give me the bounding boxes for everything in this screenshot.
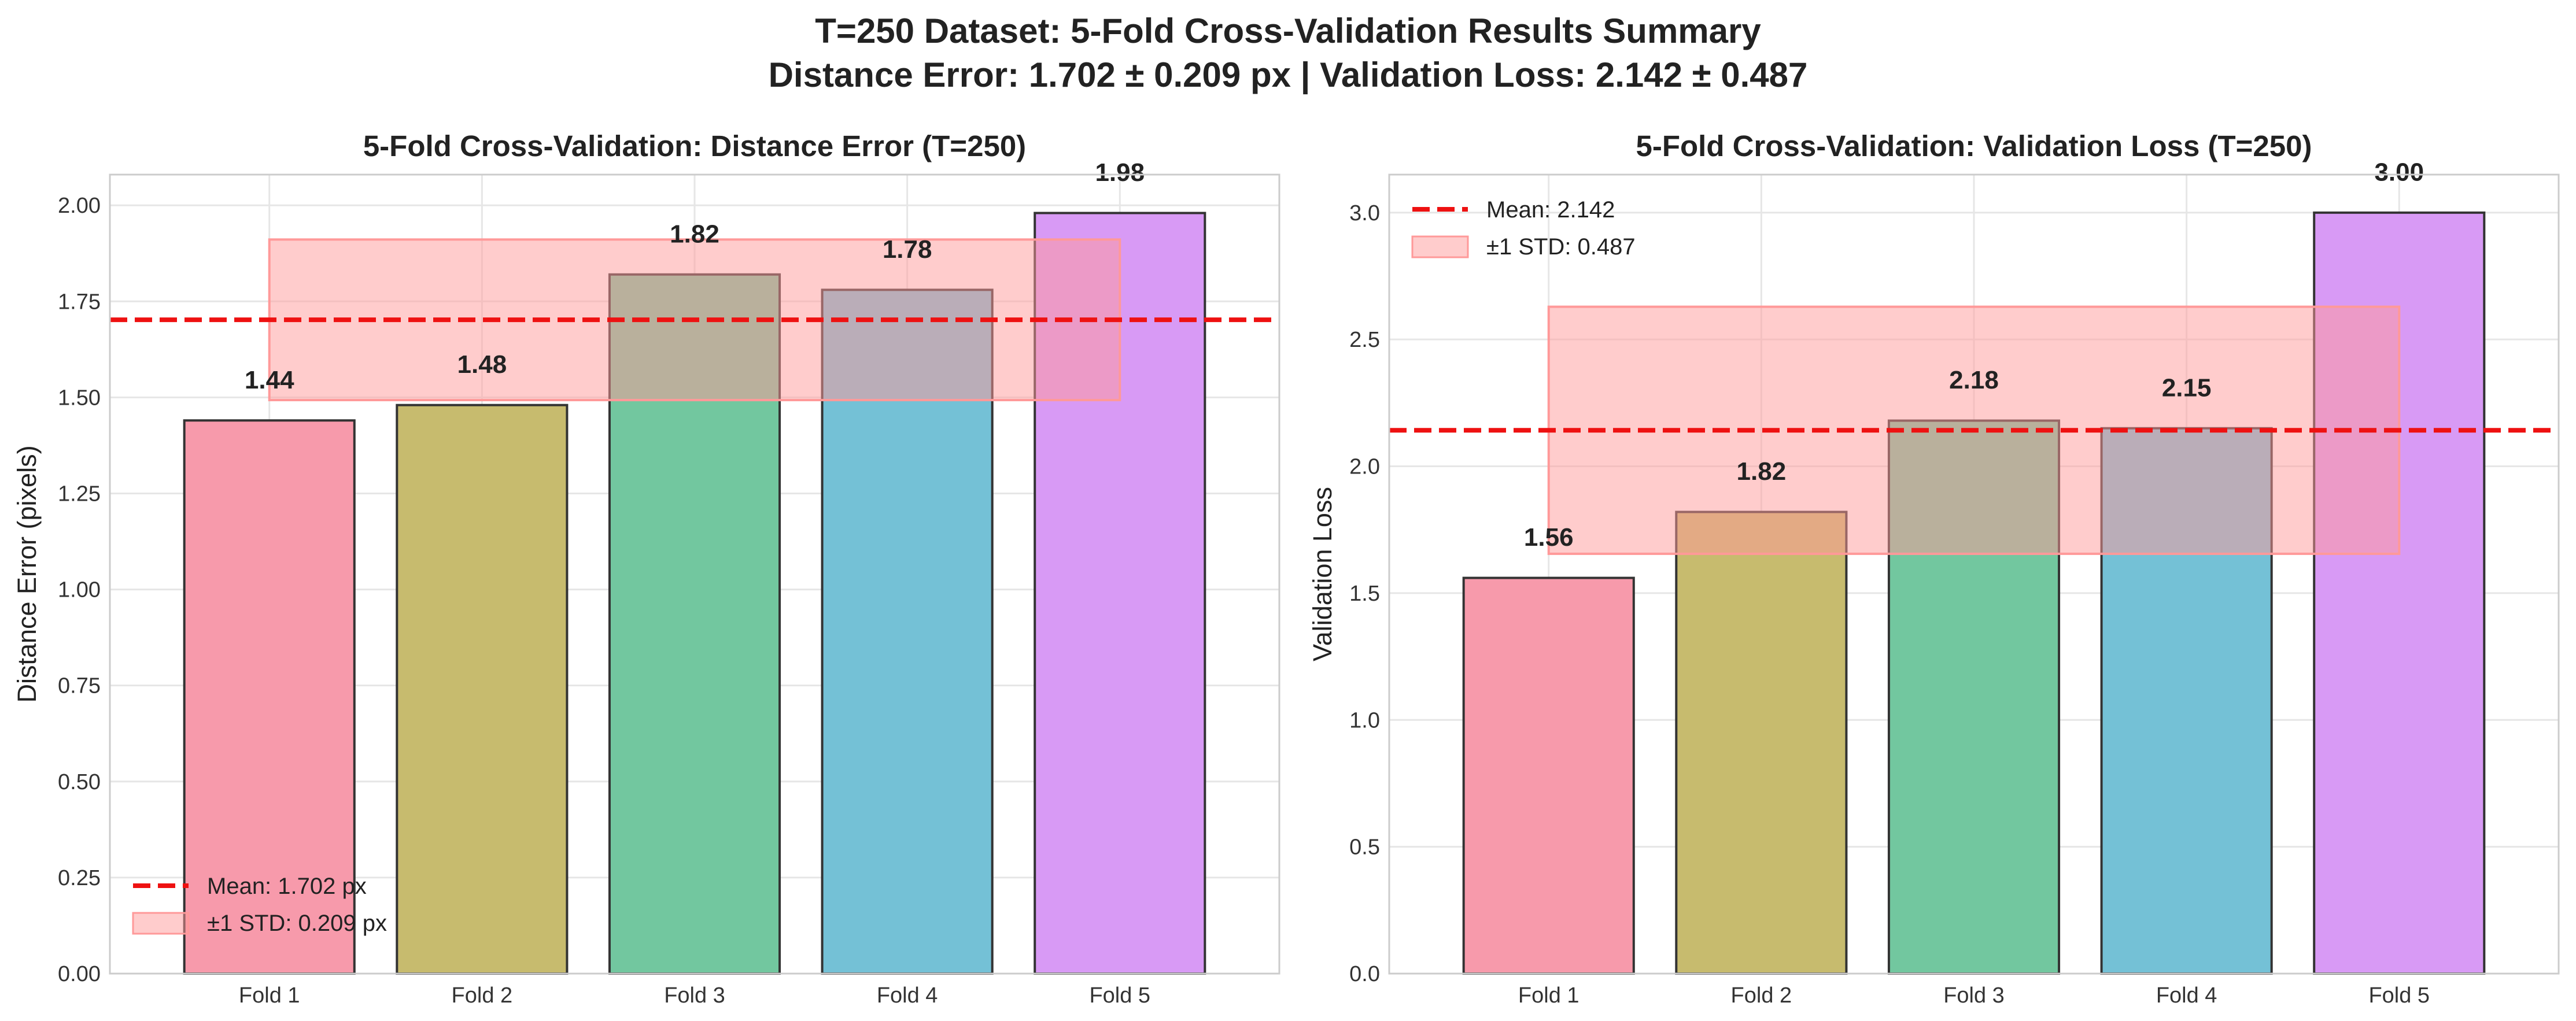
bar-fold-1 [183, 419, 356, 975]
bar-value-label: 1.48 [457, 350, 507, 379]
distance-error-chart: 1.44 1.48 1.82 1.78 1.98 0.00 0.25 0.50 0.75 1.00… [12, 130, 1280, 1008]
bar-fold-2 [1675, 510, 1848, 975]
legend-std-label: ±1 STD: 0.209 px [207, 911, 387, 936]
y-tick-label: 1.50 [58, 386, 101, 410]
figure-suptitle-line2: Distance Error: 1.702 ± 0.209 px | Valid… [769, 56, 1808, 95]
y-tick-label: 1.75 [58, 290, 101, 314]
bar-value-label: 1.44 [245, 366, 294, 394]
bar-value-label: 2.15 [2162, 373, 2212, 402]
chart-title: 5-Fold Cross-Validation: Validation Loss… [1636, 130, 2312, 162]
bar-fold-1 [1462, 576, 1635, 975]
y-axis-label: Validation Loss [1308, 487, 1337, 661]
y-tick-label: 1.5 [1349, 582, 1380, 606]
validation-loss-chart: 1.56 1.82 2.18 2.15 3.00 0.0 0.5 1.0 1.5 2.0 2.5 3.… [1308, 130, 2560, 1008]
y-tick-label: 0.50 [58, 770, 101, 794]
axes-frame [109, 173, 1280, 975]
bar-fold-4 [821, 288, 994, 975]
y-tick-label: 1.0 [1349, 708, 1380, 733]
bar-value-label: 3.00 [2374, 158, 2424, 186]
x-tick-label: Fold 1 [239, 983, 300, 1008]
legend: Mean: 2.142 ±1 STD: 0.487 [1411, 197, 1636, 260]
x-tick-label: Fold 2 [1731, 983, 1792, 1008]
x-tick-label: Fold 4 [877, 983, 938, 1008]
y-tick-label: 2.00 [58, 194, 101, 218]
legend-mean-label: Mean: 2.142 [1486, 197, 1615, 223]
x-tick-label: Fold 3 [664, 983, 725, 1008]
y-tick-label: 0.75 [58, 674, 101, 698]
bar-value-label: 1.98 [1095, 158, 1145, 187]
chart-title: 5-Fold Cross-Validation: Distance Error … [363, 130, 1026, 162]
y-tick-label: 0.25 [58, 866, 101, 890]
x-tick-label: Fold 1 [1518, 983, 1579, 1008]
x-tick-label: Fold 2 [452, 983, 513, 1008]
y-tick-label: 2.5 [1349, 328, 1380, 352]
legend-std-swatch [132, 912, 190, 935]
y-tick-label: 1.25 [58, 482, 101, 506]
x-tick-label: Fold 3 [1943, 983, 2005, 1008]
y-tick-label: 1.00 [58, 578, 101, 602]
y-tick-label: 3.0 [1349, 201, 1380, 225]
legend: Mean: 1.702 px ±1 STD: 0.209 px [132, 874, 387, 936]
y-tick-label: 0.00 [58, 962, 101, 986]
legend-std-swatch [1411, 235, 1469, 258]
axes-frame [1388, 173, 2560, 975]
bar-value-label: 1.82 [670, 220, 719, 248]
bar-value-label: 1.78 [883, 235, 932, 264]
x-tick-label: Fold 4 [2156, 983, 2217, 1008]
legend-mean-label: Mean: 1.702 px [207, 874, 367, 899]
bar-value-label: 1.82 [1737, 457, 1787, 486]
y-tick-label: 2.0 [1349, 455, 1380, 479]
y-axis-label: Distance Error (pixels) [12, 445, 42, 702]
x-tick-label: Fold 5 [2368, 983, 2430, 1008]
figure-suptitle-line1: T=250 Dataset: 5-Fold Cross-Validation R… [815, 12, 1761, 50]
bar-value-label: 1.56 [1524, 523, 1574, 552]
bar-fold-2 [396, 404, 569, 975]
bar-value-label: 2.18 [1949, 366, 1999, 394]
x-tick-label: Fold 5 [1089, 983, 1150, 1008]
y-tick-label: 0.5 [1349, 835, 1380, 860]
legend-std-label: ±1 STD: 0.487 [1486, 234, 1636, 260]
y-tick-label: 0.0 [1349, 962, 1380, 986]
